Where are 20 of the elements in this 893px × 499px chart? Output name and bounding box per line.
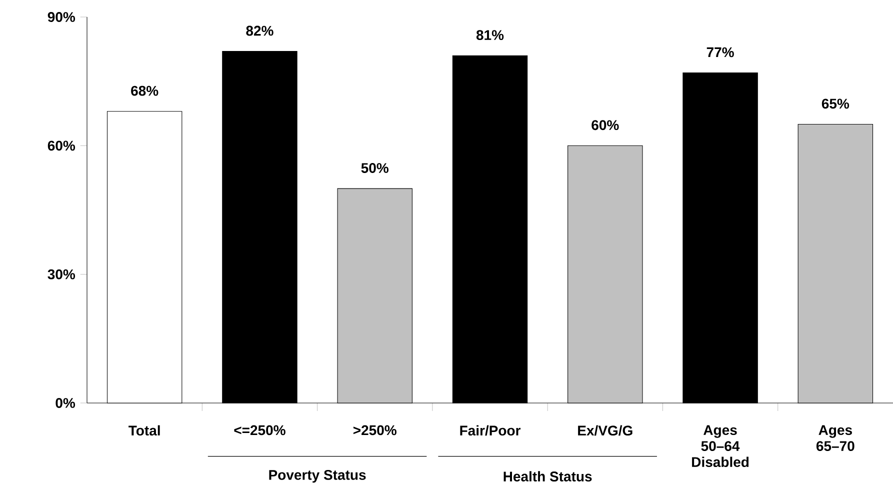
y-tick-label: 0% [56, 398, 76, 408]
x-tick-label: Ex/VG/G [578, 425, 632, 436]
data-label: 82% [246, 26, 274, 36]
y-tick-label: 30% [48, 269, 76, 280]
data-label: 65% [822, 98, 850, 109]
x-tick-label: Ages 50–64 Disabled [692, 425, 749, 468]
data-label: 68% [131, 86, 158, 96]
data-label: 81% [476, 30, 504, 40]
x-tick-label: Fair/Poor [460, 425, 521, 436]
y-tick-label: 90% [48, 12, 76, 22]
data-label: 60% [592, 120, 619, 130]
data-label: 77% [706, 47, 734, 58]
y-tick-label: 60% [48, 140, 76, 151]
text: Poverty Status [269, 470, 366, 483]
x-tick-label: Total [128, 425, 160, 436]
data-label: 50% [361, 163, 388, 173]
x-tick-label: <=250% [234, 425, 286, 436]
text: Health Status [504, 471, 592, 482]
x-tick-label: >250% [353, 425, 396, 436]
x-tick-label: Ages 65–70 [816, 425, 854, 452]
